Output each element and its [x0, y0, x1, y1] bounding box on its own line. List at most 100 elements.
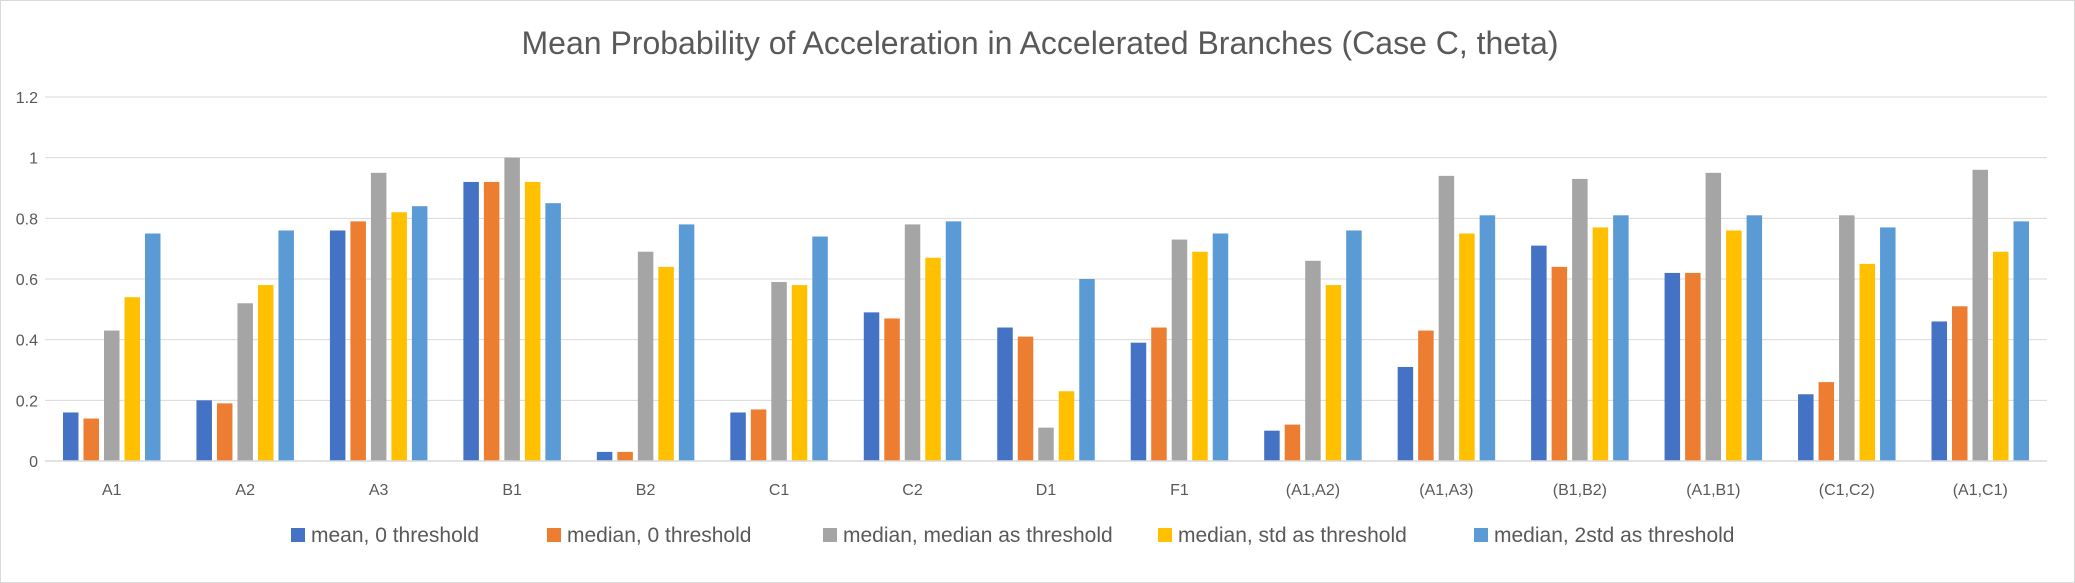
bar-series-2: [884, 318, 900, 461]
bar-series-4: [391, 212, 407, 461]
legend-swatch: [547, 528, 561, 542]
bar-series-2: [1551, 266, 1568, 461]
bar-series-1: [1397, 366, 1414, 461]
bar-series-5: [1346, 230, 1362, 461]
bar-series-3: [1572, 178, 1588, 461]
bar-series-3: [504, 157, 520, 461]
legend-swatch: [1474, 528, 1488, 542]
bar-series-5: [1746, 215, 1763, 461]
bar-series-2: [216, 403, 233, 461]
bar-series-5: [545, 203, 561, 461]
bar-series-3: [1171, 239, 1188, 461]
bar-series-4: [925, 257, 941, 461]
x-tick-label: F1: [1170, 482, 1189, 499]
x-tick-label: (A1,C1): [1953, 482, 2008, 499]
bar-series-4: [1726, 230, 1742, 461]
legend-label: median, 2std as threshold: [1494, 524, 1734, 547]
bar-series-5: [2013, 221, 2030, 461]
bar-series-3: [1972, 169, 1989, 462]
bar-series-5: [945, 221, 962, 461]
bar-series-1: [1130, 342, 1147, 461]
bar-series-2: [1017, 336, 1034, 461]
bar-series-1: [1264, 430, 1280, 461]
bar-series-4: [124, 297, 140, 461]
x-tick-label: C2: [902, 482, 923, 499]
legend-label: median, 0 threshold: [567, 524, 751, 547]
bar-series-3: [1305, 260, 1321, 461]
y-tick-label: 0.2: [16, 393, 38, 410]
bar-series-2: [1818, 382, 1835, 461]
bar-series-3: [237, 303, 253, 461]
bar-series-5: [144, 233, 161, 461]
x-tick-label: D1: [1036, 482, 1057, 499]
bar-series-4: [524, 181, 541, 461]
y-tick-label: 0: [29, 454, 38, 471]
bar-series-3: [1038, 427, 1054, 461]
bar-series-4: [1058, 391, 1075, 461]
x-tick-label: A2: [235, 482, 255, 499]
legend-swatch: [1158, 528, 1172, 542]
x-tick-label: A3: [369, 482, 389, 499]
bar-series-1: [863, 312, 880, 461]
x-tick-label: A1: [102, 482, 122, 499]
bar-series-3: [1438, 175, 1455, 461]
bar-series-3: [771, 282, 787, 461]
bar-series-1: [1664, 272, 1681, 461]
y-tick-label: 0.4: [16, 333, 38, 350]
bar-series-5: [1479, 215, 1496, 461]
bar-series-4: [1993, 251, 2009, 461]
bar-series-5: [812, 236, 828, 461]
bar-series-5: [1212, 233, 1229, 461]
bar-series-5: [278, 230, 294, 461]
bar-series-3: [370, 172, 387, 462]
bar-series-3: [904, 224, 921, 461]
legend-label: mean, 0 threshold: [311, 524, 479, 547]
legend-label: median, std as threshold: [1178, 524, 1407, 547]
bar-series-1: [196, 400, 212, 461]
x-tick-label: (A1,B1): [1686, 482, 1740, 499]
x-tick-label: (B1,B2): [1553, 482, 1607, 499]
bar-series-2: [83, 418, 99, 461]
bar-series-1: [997, 327, 1013, 461]
x-tick-label: B1: [502, 482, 522, 499]
bar-series-5: [1613, 215, 1629, 461]
bar-series-3: [1839, 215, 1855, 461]
bar-series-4: [1325, 285, 1342, 461]
y-tick-label: 0.6: [16, 272, 38, 289]
x-tick-label: B2: [636, 482, 656, 499]
bar-series-5: [1079, 279, 1095, 461]
y-tick-label: 1: [29, 151, 38, 168]
y-tick-label: 0.8: [16, 211, 38, 228]
chart-title: Mean Probability of Acceleration in Acce…: [522, 25, 1559, 61]
bar-series-2: [1418, 330, 1434, 461]
bar-series-4: [1459, 233, 1475, 461]
bar-series-2: [750, 409, 767, 461]
legend-swatch: [823, 528, 837, 542]
bar-series-1: [329, 230, 346, 461]
bar-series-2: [1685, 272, 1701, 461]
bar-series-4: [257, 285, 274, 461]
bar-series-4: [1592, 227, 1609, 461]
bar-series-2: [483, 181, 500, 461]
bar-series-2: [617, 451, 633, 461]
bar-series-4: [658, 266, 674, 461]
x-tick-label: C1: [769, 482, 790, 499]
bar-series-1: [1931, 321, 1948, 461]
bar-series-5: [1880, 227, 1896, 461]
bar-series-1: [1798, 394, 1814, 461]
bar-series-1: [596, 451, 613, 461]
bar-series-4: [1192, 251, 1208, 461]
bar-series-5: [678, 224, 695, 461]
bar-series-4: [1859, 263, 1876, 461]
bar-series-1: [463, 181, 479, 461]
x-tick-label: (A1,A3): [1419, 482, 1473, 499]
x-tick-label: (C1,C2): [1819, 482, 1875, 499]
bar-series-3: [1705, 172, 1722, 462]
legend-swatch: [291, 528, 305, 542]
bar-series-1: [1531, 245, 1547, 461]
bar-series-5: [411, 206, 428, 461]
y-tick-label: 1.2: [16, 90, 38, 107]
x-tick-label: (A1,A2): [1286, 482, 1340, 499]
bar-series-3: [103, 330, 120, 461]
